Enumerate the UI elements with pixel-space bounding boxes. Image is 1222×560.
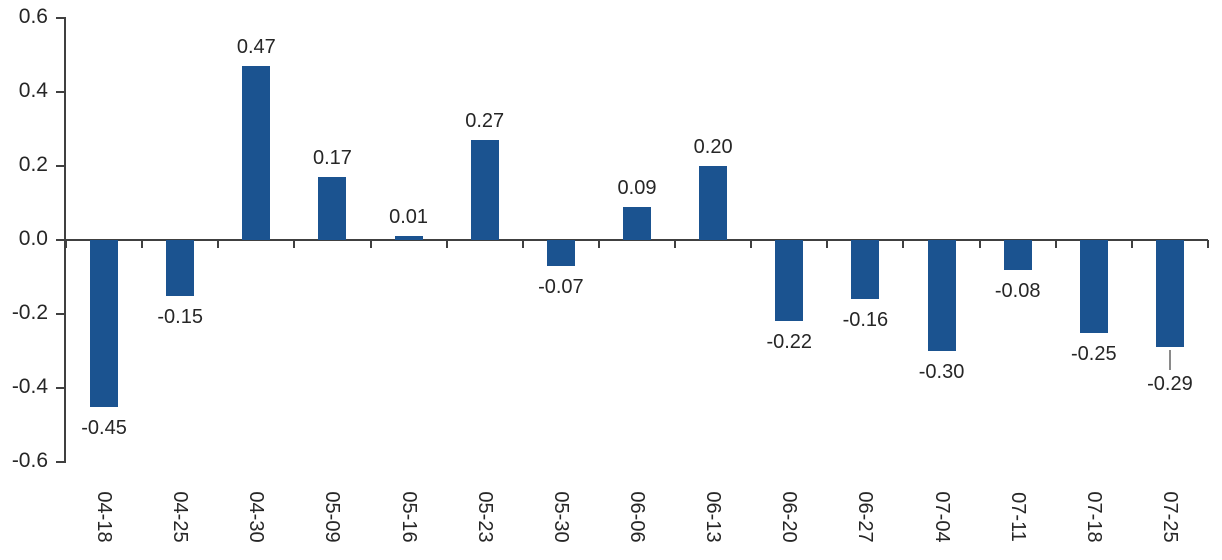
value-label: -0.08: [994, 279, 1041, 302]
x-tick-label: 06-27: [854, 491, 877, 543]
value-label: 0.09: [617, 176, 657, 199]
x-tick-label: 05-23: [473, 491, 496, 543]
x-tick-label: 06-20: [778, 491, 801, 543]
x-axis-tick: [750, 240, 753, 248]
y-axis-tick: [56, 461, 66, 463]
x-tick-label: 06-13: [702, 491, 725, 543]
y-tick-label: 0.0: [18, 227, 48, 250]
x-axis-tick: [445, 240, 448, 248]
x-tick-label: 07-18: [1082, 491, 1105, 543]
bar: [394, 236, 423, 240]
x-axis-tick: [293, 240, 296, 248]
bar: [90, 240, 119, 407]
bar: [470, 140, 499, 240]
x-axis-tick: [141, 240, 144, 248]
x-tick-label: 05-09: [321, 491, 344, 543]
bar: [1155, 240, 1184, 348]
x-axis-tick: [1054, 240, 1057, 248]
x-axis-tick: [217, 240, 220, 248]
x-axis-tick: [978, 240, 981, 248]
x-tick-label: 04-25: [169, 491, 192, 543]
bar: [775, 240, 804, 322]
x-axis-tick: [1130, 240, 1133, 248]
y-tick-label: -0.4: [11, 375, 48, 398]
value-label: 0.01: [389, 206, 429, 229]
x-axis-tick: [902, 240, 905, 248]
bar: [1079, 240, 1108, 333]
y-axis-tick: [56, 17, 66, 19]
value-label: 0.17: [312, 147, 352, 170]
value-label: -0.07: [538, 275, 584, 298]
value-label: -0.22: [766, 331, 813, 354]
x-tick-label: 07-11: [1006, 492, 1029, 542]
value-label: -0.16: [842, 309, 889, 332]
value-label: -0.15: [157, 305, 203, 328]
y-axis-tick: [56, 387, 66, 389]
bar: [851, 240, 880, 300]
x-tick-label: 05-16: [397, 491, 420, 543]
y-tick-label: 0.6: [18, 5, 48, 28]
bar: [166, 240, 195, 296]
x-tick-label: 07-25: [1158, 491, 1181, 543]
x-tick-label: 04-30: [245, 491, 268, 543]
x-axis-tick: [1207, 240, 1209, 248]
x-axis-tick: [65, 240, 67, 248]
bar: [699, 166, 728, 240]
x-axis-tick: [521, 240, 524, 248]
bar: [318, 177, 347, 240]
bar: [546, 240, 575, 266]
y-tick-label: -0.2: [11, 301, 48, 324]
y-axis-tick: [56, 239, 66, 241]
x-axis-tick: [826, 240, 829, 248]
y-axis-tick: [56, 313, 66, 315]
value-label: 0.27: [465, 110, 505, 133]
bar: [623, 206, 651, 240]
leader-line: [1168, 350, 1171, 371]
bar: [927, 240, 956, 351]
value-label: -0.30: [918, 361, 965, 383]
y-tick-label: 0.2: [18, 153, 48, 176]
bar: [242, 66, 271, 240]
x-axis-tick: [597, 240, 600, 248]
x-tick-label: 07-04: [930, 491, 953, 543]
value-label: 0.47: [236, 36, 276, 59]
x-tick-label: 05-30: [549, 491, 572, 543]
bar: [1003, 240, 1032, 270]
x-tick-label: 06-06: [626, 491, 648, 543]
y-tick-label: -0.6: [11, 449, 48, 472]
value-label: -0.29: [1147, 373, 1193, 396]
x-axis-tick: [674, 240, 677, 248]
x-axis-tick: [369, 240, 372, 248]
x-tick-label: 04-18: [93, 491, 116, 543]
value-label: -0.45: [81, 416, 127, 439]
y-axis-tick: [56, 91, 66, 93]
y-tick-label: 0.4: [18, 79, 48, 102]
value-label: -0.25: [1071, 342, 1117, 365]
y-axis-tick: [56, 165, 66, 167]
value-label: 0.20: [693, 136, 733, 158]
x-axis-line: [66, 239, 1208, 241]
